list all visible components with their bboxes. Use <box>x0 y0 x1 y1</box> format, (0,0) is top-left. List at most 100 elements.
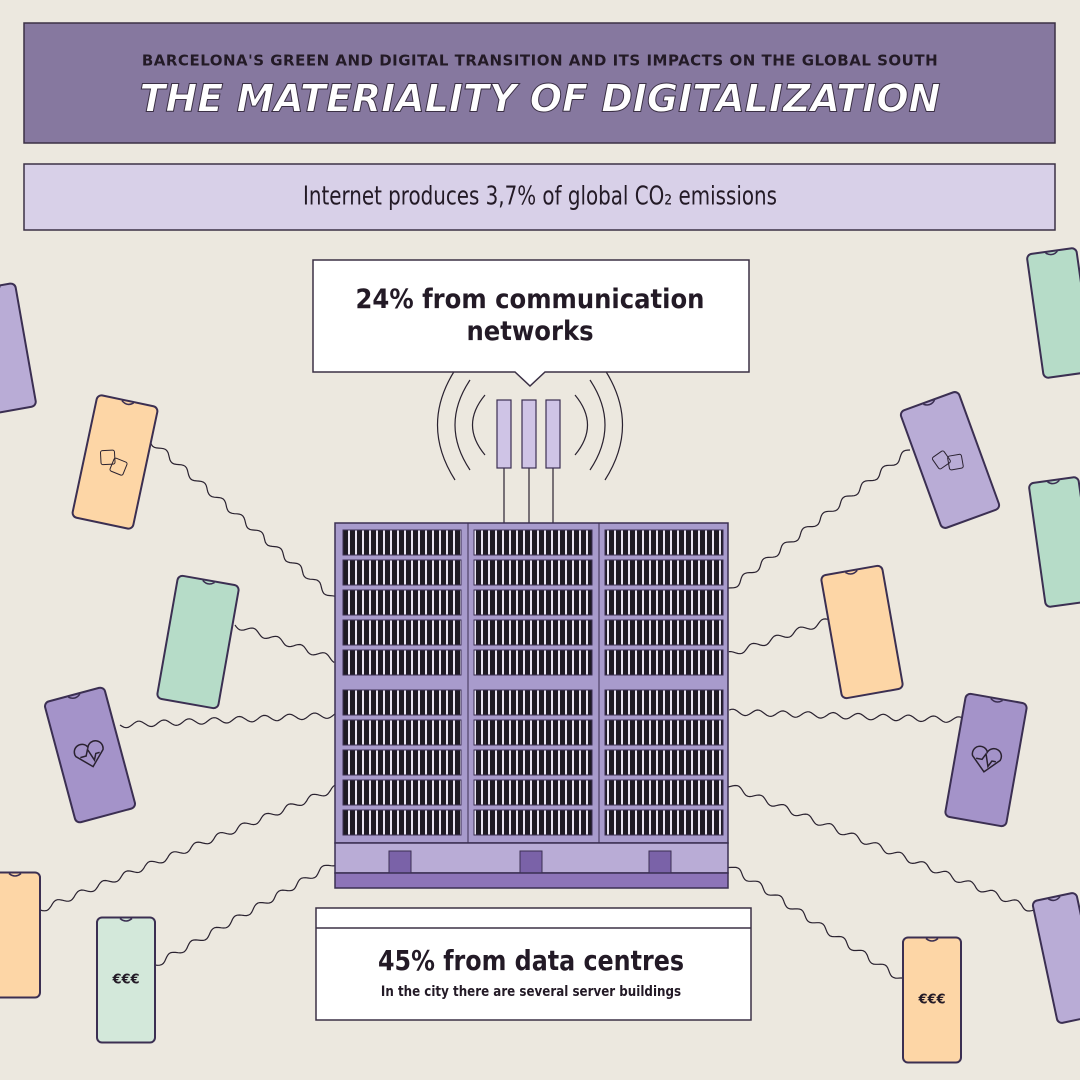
networks-callout-box <box>312 259 750 388</box>
server-rack <box>473 809 593 836</box>
dice-icon <box>99 449 116 466</box>
phone-label: €€€ <box>917 993 945 1008</box>
wire <box>726 866 911 986</box>
door <box>519 850 543 874</box>
server-rack <box>342 529 462 556</box>
signal-arc <box>589 379 606 471</box>
server-rack <box>473 529 593 556</box>
phone-notch <box>8 872 22 877</box>
server-rack <box>473 559 593 586</box>
server-rack <box>342 619 462 646</box>
phone-body <box>0 871 41 999</box>
phone <box>944 692 1028 828</box>
phone-body <box>944 692 1028 828</box>
phone-body <box>820 564 904 700</box>
phone-body <box>1028 476 1080 608</box>
phone-body <box>0 282 37 414</box>
server-rack <box>342 809 462 836</box>
phone <box>820 564 904 700</box>
networks-callout-text: 24% from communication networks <box>355 284 705 347</box>
data-centre-building <box>334 522 729 889</box>
signal-arc <box>604 369 624 481</box>
header-box <box>23 22 1056 144</box>
server-rack <box>342 749 462 776</box>
phone <box>0 282 37 414</box>
phone-body <box>156 574 240 710</box>
phone: €€€ <box>902 936 962 1064</box>
server-rack <box>604 809 724 836</box>
server-rack <box>473 779 593 806</box>
banner-box <box>23 163 1056 231</box>
phone-notch <box>1047 479 1060 485</box>
banner-text: Internet produces 3,7% of global CO₂ emi… <box>303 181 777 211</box>
server-rack <box>473 689 593 716</box>
server-rack <box>604 649 724 676</box>
heart-icon <box>976 752 996 769</box>
phone-notch <box>119 917 133 922</box>
phone-notch <box>845 569 858 575</box>
heart-icon <box>971 745 1003 773</box>
signal-arc <box>574 394 588 456</box>
door <box>648 850 672 874</box>
header-title: THE MATERIALITY OF DIGITALIZATION <box>140 77 941 121</box>
phone-body <box>1026 247 1080 379</box>
phone <box>44 686 136 824</box>
antenna <box>436 369 624 523</box>
server-rack <box>473 589 593 616</box>
phone-body <box>44 686 136 824</box>
server-rack <box>473 749 593 776</box>
server-rack <box>342 719 462 746</box>
wire <box>727 784 1046 916</box>
server-rack <box>604 559 724 586</box>
server-rack <box>473 719 593 746</box>
heart-icon <box>73 740 104 768</box>
phone-body <box>902 936 962 1064</box>
wire <box>234 624 335 663</box>
server-rack <box>604 749 724 776</box>
server-rack <box>342 559 462 586</box>
server-rack <box>342 649 462 676</box>
antenna-panel <box>521 399 537 469</box>
server-rack <box>342 689 462 716</box>
wire <box>728 708 966 723</box>
server-rack <box>342 589 462 616</box>
datacentres-box <box>315 907 752 1021</box>
server-rack <box>604 719 724 746</box>
wires <box>39 439 1046 986</box>
signal-arc <box>472 394 486 456</box>
phone-label: €€€ <box>111 973 139 988</box>
wire <box>149 439 338 598</box>
heart-icon <box>80 747 100 762</box>
phones: €€€ €€€ <box>0 247 1080 1064</box>
server-rack <box>473 619 593 646</box>
server-rack <box>604 529 724 556</box>
building-step <box>334 872 729 889</box>
datacentres-note: In the city there are several server bui… <box>381 984 681 1000</box>
wire <box>39 784 336 912</box>
phone-notch <box>990 697 1003 703</box>
server-rack <box>604 589 724 616</box>
dice-icon <box>947 453 964 471</box>
dice-icon <box>931 450 951 470</box>
phone-notch <box>67 693 81 699</box>
phone <box>1028 476 1080 608</box>
phone-notch <box>1045 250 1058 256</box>
door <box>388 850 412 874</box>
phone-body <box>96 916 156 1044</box>
wire <box>154 864 338 966</box>
phone <box>1026 247 1080 379</box>
server-rack <box>604 689 724 716</box>
phone-notch <box>1047 896 1061 902</box>
phone <box>156 574 240 710</box>
phone-notch <box>923 399 936 406</box>
phone <box>899 391 1001 529</box>
antenna-panel <box>545 399 561 469</box>
server-rack <box>342 779 462 806</box>
phone-notch <box>121 400 135 406</box>
networks-callout: 24% from communication networks <box>355 284 705 347</box>
signal-arc <box>454 379 471 471</box>
phone-notch <box>202 579 215 585</box>
phone: €€€ <box>96 916 156 1044</box>
phone <box>71 394 159 530</box>
